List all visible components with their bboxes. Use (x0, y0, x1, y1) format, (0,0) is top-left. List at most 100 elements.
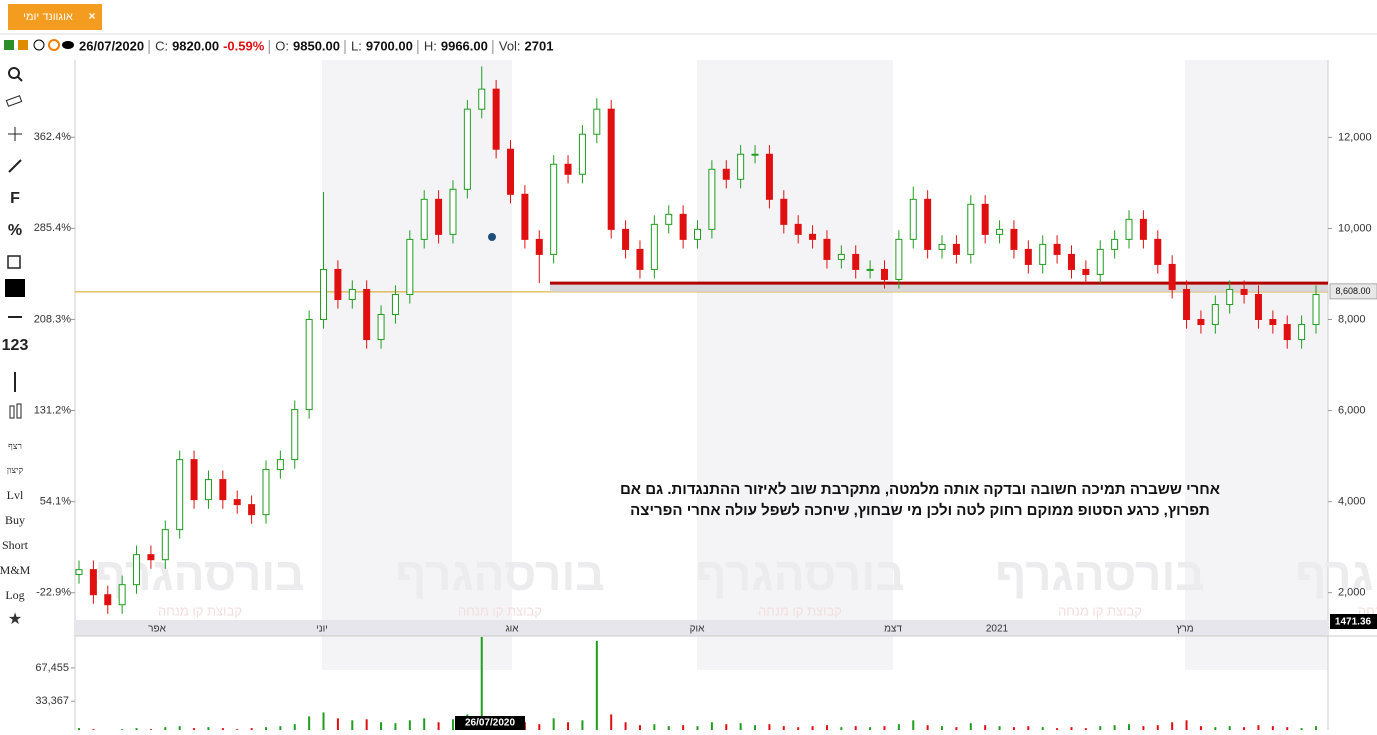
y2-tick-label: 285.4% (34, 222, 72, 234)
toolbar-labels: F% 123 רצף קיצון Lvl Buy Short M&M Log (0, 190, 31, 602)
candle-body (1168, 263, 1176, 290)
candle-body (89, 569, 97, 596)
x-axis-strip (75, 620, 1328, 636)
vol-tick-label: 33,367 (35, 695, 69, 707)
candle-body (478, 88, 486, 110)
candle-body (507, 148, 515, 195)
candle-body (1024, 248, 1032, 265)
candle-body (348, 288, 356, 300)
watermark: בורסהגרף (1295, 548, 1377, 600)
x-tick-label: אוג (505, 624, 519, 635)
period-band (322, 60, 512, 670)
tool-button[interactable]: F (10, 190, 20, 207)
candle-body (147, 554, 155, 561)
tool-button[interactable]: 123 (2, 337, 29, 354)
volume-bar (178, 726, 181, 734)
candle-body (1125, 218, 1133, 240)
candle-body (578, 133, 586, 175)
volume-bar (682, 725, 685, 734)
candle-body (435, 198, 443, 235)
volume-bar (1099, 726, 1102, 734)
candle-body (909, 198, 917, 240)
watermark: בורסהגרף (395, 548, 604, 600)
favorite-icon[interactable]: ★ (8, 611, 22, 628)
candle-body (406, 238, 414, 295)
volume-bar (1142, 726, 1145, 734)
volume-bar (581, 720, 584, 734)
tab-title[interactable]: אוגוונד יומי (23, 11, 73, 23)
tool-button[interactable]: % (8, 222, 22, 239)
tool-button[interactable]: קיצון (7, 465, 24, 475)
candle-body (262, 469, 270, 516)
tool-button[interactable]: Log (5, 588, 24, 602)
info-o: 9850.00 (293, 38, 340, 53)
cursor-price-label: 1471.36 (1335, 617, 1372, 628)
info-o-label: O: (275, 38, 289, 53)
info-line: 26/07/2020 C: 9820.00 -0.59% O: 9850.00 L: 9700… (79, 38, 553, 54)
volume-bar (610, 714, 613, 734)
candle-body (1312, 293, 1320, 326)
candle-body (1298, 324, 1306, 341)
volume-bar (293, 724, 296, 734)
y2-tick-label: -22.9% (36, 587, 71, 599)
candle-body (1111, 238, 1119, 250)
y-tick-label: 12,000 (1338, 131, 1372, 143)
volume-bar (754, 725, 757, 734)
volume-bar (322, 712, 325, 734)
tool-button[interactable]: רצף (8, 441, 22, 451)
candle-body (334, 268, 342, 300)
candle-body (176, 459, 184, 531)
y-tick-label: 2,000 (1338, 587, 1366, 599)
candle-body (133, 554, 141, 586)
volume-bar (912, 720, 915, 734)
candle-body (751, 153, 759, 156)
candle-body (996, 228, 1004, 235)
candle-body (737, 153, 745, 180)
annotation: אחרי ששברה תמיכה חשובה ובדקה אותה מלמטה,… (620, 481, 1220, 498)
candle-body (1053, 243, 1061, 255)
tool-button[interactable]: Lvl (7, 488, 24, 502)
volume-bar (552, 718, 555, 734)
candle-body (190, 459, 198, 501)
volume-bar (998, 726, 1001, 734)
candle-body (1096, 248, 1104, 275)
volume-bar (394, 723, 397, 734)
candle-body (1010, 228, 1018, 250)
tool-button[interactable]: Buy (5, 513, 25, 527)
volume-bar (941, 726, 944, 734)
candle-body (967, 203, 975, 255)
tool-button[interactable]: Short (2, 538, 29, 552)
info-l: 9700.00 (366, 38, 413, 53)
event-marker[interactable] (488, 233, 496, 241)
tab-bar (0, 0, 1377, 34)
y-tick-label: 4,000 (1338, 496, 1366, 508)
volume-bar (969, 723, 972, 734)
info-l-label: L: (351, 38, 362, 53)
info-h-label: H: (424, 38, 437, 53)
volume-bar (1171, 722, 1174, 734)
candle-body (377, 314, 385, 341)
x-tick-label: דצמ (884, 624, 902, 635)
info-date: 26/07/2020 (79, 38, 144, 53)
x-tick-label: אפר (148, 624, 166, 635)
volume-bar (897, 724, 900, 734)
tab[interactable] (8, 4, 102, 30)
candle-body (665, 213, 673, 225)
volume-bar (279, 726, 282, 734)
tab-close[interactable]: × (88, 9, 95, 23)
y2-tick-label: 208.3% (34, 313, 72, 325)
candle-body (463, 108, 471, 190)
candle-body (722, 168, 730, 180)
volume-bar (336, 718, 339, 734)
watermark: בורסהגרף (995, 548, 1204, 600)
candle-body (780, 198, 788, 225)
y2-tick-label: 131.2% (34, 404, 72, 416)
candle-body (233, 499, 241, 506)
candle-body (636, 248, 644, 270)
candle-body (765, 153, 773, 200)
tool-button[interactable]: M&M (0, 563, 31, 577)
candle-body (564, 163, 572, 175)
candle-body (305, 319, 313, 411)
watermark: בורסהגרף (95, 548, 304, 600)
y-tick-label: 6,000 (1338, 404, 1366, 416)
